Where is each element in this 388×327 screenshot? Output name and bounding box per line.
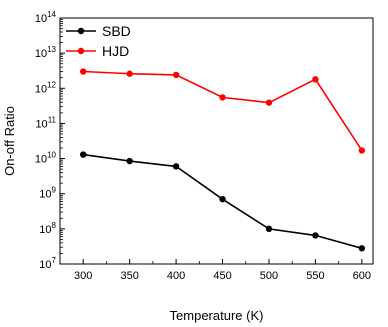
series-layer — [80, 68, 366, 252]
y-tick-label-13: 1013 — [35, 45, 57, 60]
x-axis-title: Temperature (K) — [170, 308, 264, 323]
x-tick-label-600: 600 — [353, 270, 371, 282]
data-point-hjd-450 — [219, 94, 226, 101]
legend-label-hjd: HJD — [102, 43, 129, 59]
legend: SBD HJD — [66, 23, 131, 59]
data-point-sbd-500 — [265, 225, 273, 233]
y-tick-label-11: 1011 — [35, 115, 56, 130]
data-point-sbd-550 — [312, 232, 319, 239]
x-tick-label-500: 500 — [260, 270, 278, 282]
x-axis: 300 350 400 450 500 550 600 — [74, 259, 371, 282]
y-tick-label-7: 107 — [39, 256, 56, 271]
legend-marker-sbd — [77, 27, 85, 35]
y-tick-label-14: 1014 — [35, 10, 57, 25]
x-tick-label-350: 350 — [120, 270, 138, 282]
data-point-hjd-550 — [312, 76, 319, 83]
y-tick-label-9: 109 — [39, 186, 56, 201]
y-tick-label-12: 1012 — [35, 80, 57, 95]
data-point-sbd-350 — [126, 157, 133, 165]
y-tick-label-10: 1010 — [35, 151, 57, 166]
data-point-sbd-450 — [219, 195, 226, 203]
legend-marker-hjd — [77, 47, 85, 55]
y-tick-label-8: 108 — [39, 221, 56, 236]
plot-frame — [59, 17, 374, 265]
x-tick-label-300: 300 — [74, 270, 92, 282]
data-point-hjd-400 — [172, 71, 180, 79]
data-point-sbd-600 — [358, 245, 366, 252]
x-tick-label-450: 450 — [213, 270, 231, 282]
x-tick-label-550: 550 — [306, 270, 324, 282]
data-point-sbd-400 — [172, 163, 180, 170]
x-tick-label-400: 400 — [167, 270, 185, 282]
data-point-hjd-300 — [80, 68, 87, 75]
y-axis-title: On-off Ratio — [2, 106, 17, 176]
data-point-hjd-500 — [265, 99, 273, 106]
legend-label-sbd: SBD — [102, 23, 131, 39]
data-point-hjd-350 — [126, 70, 133, 77]
data-point-hjd-600 — [358, 147, 366, 154]
data-point-sbd-300 — [80, 151, 87, 158]
series-line-hjd — [83, 70, 363, 151]
